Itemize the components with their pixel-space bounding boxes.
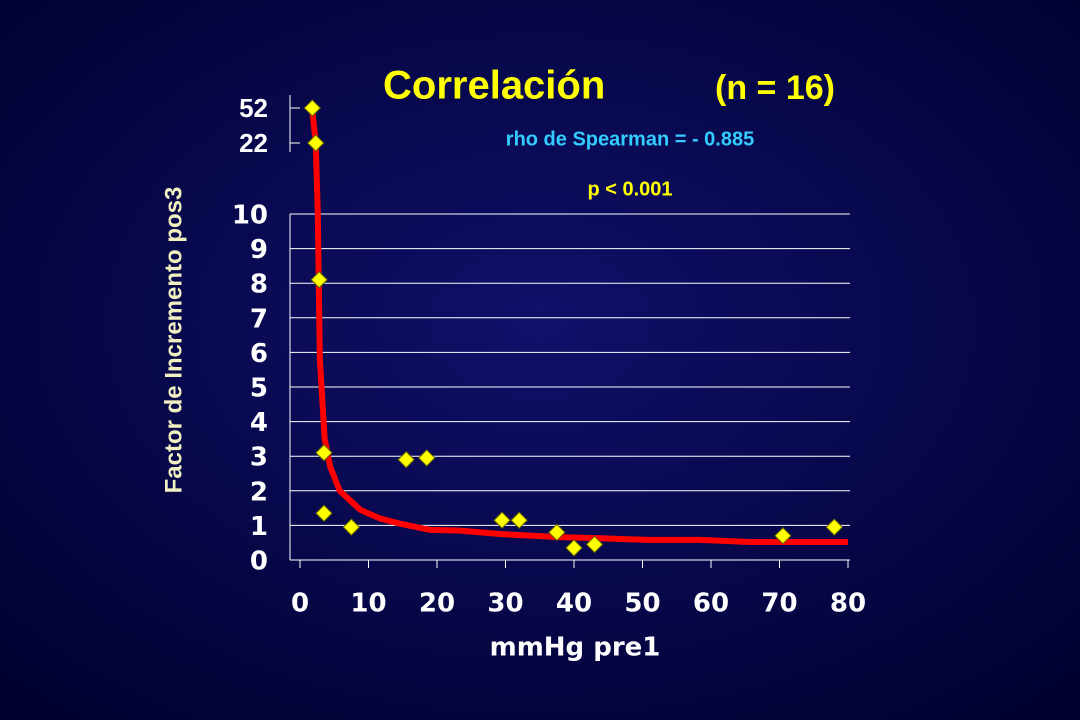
y-tick-label: 6: [250, 339, 268, 369]
x-axis-label: mmHg pre1: [490, 633, 661, 663]
x-tick-label: 40: [556, 589, 592, 619]
data-point: [510, 511, 528, 529]
data-point: [397, 450, 415, 469]
y-tick-label: 10: [232, 201, 268, 231]
y-tick-label: 3: [250, 443, 268, 473]
data-point: [315, 504, 333, 522]
y-tick-label: 2: [250, 477, 268, 507]
annotation: p < 0.001: [587, 178, 672, 200]
x-tick-label: 20: [419, 589, 455, 619]
data-point: [548, 523, 566, 542]
y-tick-label: 4: [250, 408, 268, 438]
data-point: [418, 449, 436, 467]
y-tick-label: 7: [250, 304, 268, 334]
data-point: [585, 535, 604, 554]
y-tick-label: 1: [250, 512, 268, 542]
data-point: [493, 511, 511, 529]
data-point: [342, 518, 361, 536]
x-tick-label: 50: [624, 589, 660, 619]
data-point: [307, 134, 325, 152]
chart-subtitle: (n = 16): [715, 69, 835, 107]
y-tick-label: 5: [250, 374, 268, 404]
y-tick-label: 0: [250, 547, 268, 577]
x-tick-label: 10: [350, 589, 386, 619]
data-point: [774, 527, 792, 545]
x-tick-label: 70: [761, 589, 797, 619]
annotation: rho de Spearman = - 0.885: [506, 128, 754, 150]
x-tick-label: 30: [487, 589, 523, 619]
x-tick-label: 80: [830, 589, 866, 619]
data-point: [315, 444, 333, 462]
y-axis-label: Factor de Incremento pos3: [160, 187, 187, 494]
data-point: [303, 99, 322, 117]
data-point: [310, 271, 328, 289]
data-point: [825, 518, 844, 536]
x-tick-label: 60: [693, 589, 729, 619]
y-tick-label: 9: [250, 235, 268, 265]
y-tick-label: 52: [239, 93, 268, 123]
x-tick-label: 0: [291, 589, 309, 619]
data-point: [565, 539, 583, 557]
y-tick-label: 8: [250, 270, 268, 300]
y-tick-label: 22: [239, 128, 268, 158]
fit-line: [309, 107, 848, 546]
chart-title: Correlación: [383, 64, 605, 108]
